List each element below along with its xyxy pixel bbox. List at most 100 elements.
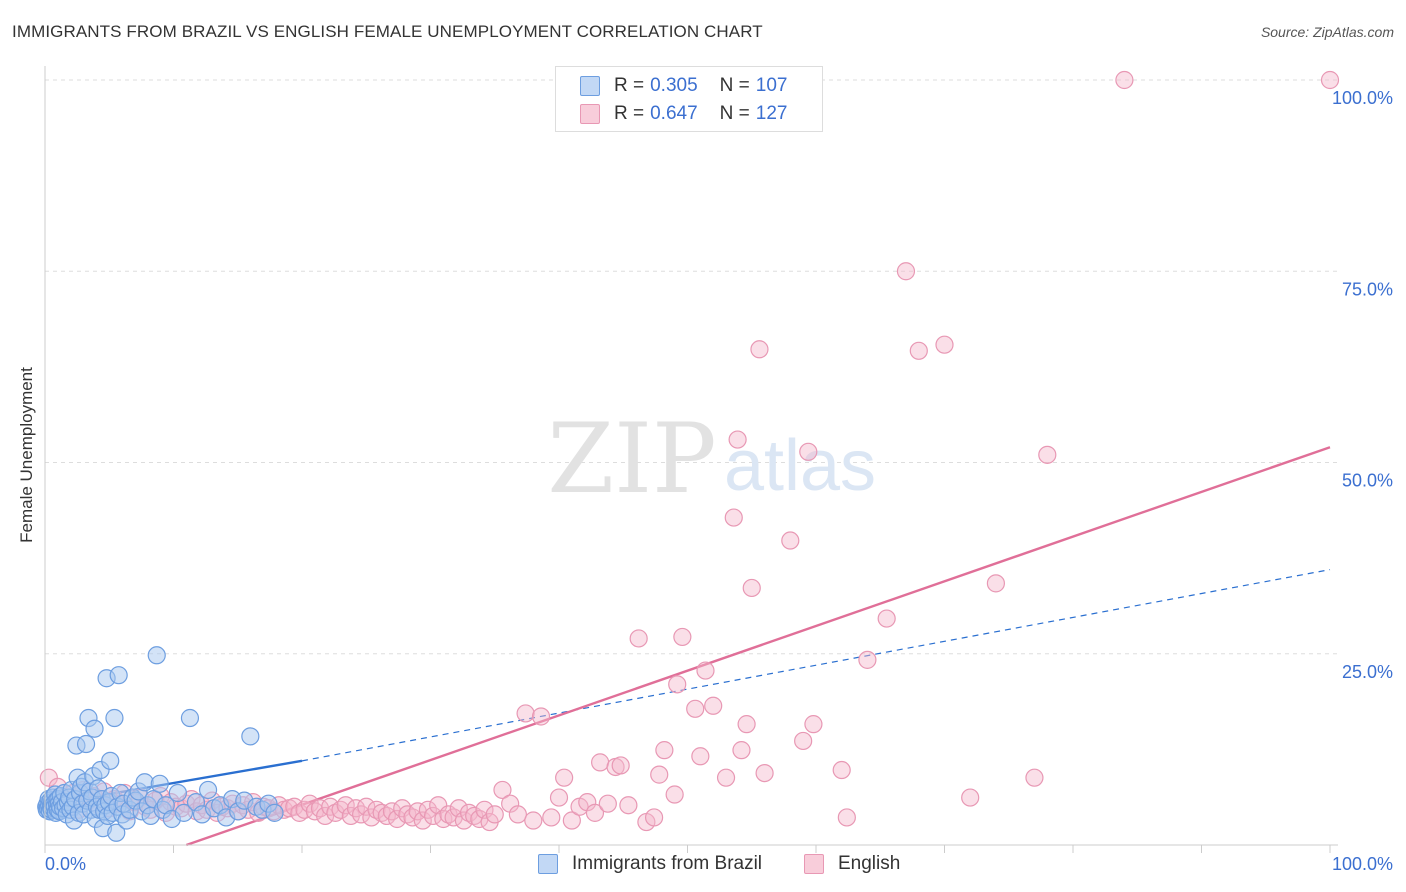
- brazil-point: [107, 823, 126, 842]
- english-point: [524, 811, 543, 830]
- english-point: [896, 262, 916, 281]
- english-point: [398, 805, 417, 824]
- english-point: [549, 788, 569, 807]
- x-tick-label: 100.0%: [1332, 854, 1393, 874]
- english-point: [877, 609, 896, 628]
- legend-row-brazil: R = 0.305 N = 107: [580, 73, 787, 99]
- english-point: [804, 715, 823, 734]
- english-point: [413, 811, 432, 830]
- english-point: [439, 805, 458, 824]
- english-point: [423, 806, 443, 826]
- brazil-point: [85, 719, 104, 738]
- english-point: [794, 731, 813, 751]
- english-point: [737, 715, 756, 734]
- brazil-point: [174, 803, 194, 822]
- english-point: [909, 341, 928, 360]
- english-point: [644, 808, 664, 827]
- english-point: [837, 808, 856, 827]
- x-tick-label: 0.0%: [45, 854, 86, 874]
- english-swatch: [580, 104, 600, 124]
- english-point: [619, 796, 638, 815]
- english-point: [531, 707, 551, 726]
- english-point: [508, 805, 527, 824]
- english-point: [799, 442, 818, 461]
- english-point: [367, 800, 386, 819]
- english-swatch: [804, 854, 824, 874]
- brazil-point: [168, 783, 187, 803]
- n-label: N =: [719, 103, 750, 124]
- brazil-point: [109, 666, 128, 685]
- english-point: [655, 741, 674, 760]
- legend-label: English: [838, 853, 901, 874]
- english-point: [591, 753, 610, 772]
- english-point: [935, 335, 954, 354]
- r-label: R =: [614, 75, 645, 96]
- english-point: [357, 797, 376, 816]
- y-tick-label: 25.0%: [1342, 662, 1393, 682]
- brazil-point: [150, 774, 169, 793]
- brazil-point: [198, 780, 218, 800]
- english-point: [316, 806, 335, 826]
- legend-item-brazil[interactable]: Immigrants from Brazil: [538, 852, 762, 876]
- brazil-point: [147, 646, 166, 665]
- english-point: [686, 699, 705, 718]
- english-point: [629, 629, 648, 648]
- y-tick-label: 50.0%: [1342, 471, 1393, 491]
- english-point: [485, 805, 504, 824]
- english-point: [696, 661, 715, 680]
- english-point: [750, 340, 769, 359]
- y-tick-label: 100.0%: [1332, 88, 1393, 108]
- brazil-point: [105, 708, 124, 728]
- english-point: [465, 806, 484, 826]
- brazil-point: [180, 708, 200, 728]
- english-point: [673, 627, 692, 647]
- english-point: [585, 803, 605, 822]
- english-point: [555, 768, 574, 787]
- english-point: [728, 430, 747, 449]
- axes: [44, 66, 1338, 853]
- r-value: 0.647: [650, 103, 698, 124]
- brazil-point: [101, 751, 120, 770]
- english-point: [562, 811, 581, 830]
- english-point: [1320, 70, 1340, 90]
- english-point: [858, 650, 877, 669]
- brazil-point: [76, 734, 96, 754]
- english-point: [832, 760, 851, 780]
- brazil-points: [37, 646, 284, 842]
- english-point: [755, 763, 774, 783]
- english-point: [387, 809, 407, 829]
- tick-labels: 25.0% 50.0% 75.0% 100.0% 0.0% 100.0%: [45, 88, 1393, 874]
- english-trend-line: [185, 446, 1331, 847]
- brazil-point: [265, 803, 284, 822]
- r-value: 0.305: [650, 75, 698, 96]
- english-point: [716, 768, 736, 787]
- english-point: [1115, 70, 1134, 90]
- english-point: [493, 780, 512, 800]
- watermark: ZIP atlas: [547, 403, 876, 515]
- brazil-point: [241, 727, 260, 746]
- y-tick-label: 75.0%: [1342, 279, 1393, 299]
- english-point: [781, 531, 800, 550]
- english-point: [598, 794, 617, 813]
- english-point: [1025, 768, 1044, 787]
- brazil-trend-dashed: [301, 569, 1331, 762]
- brazil-swatch: [580, 76, 600, 96]
- legend-item-english[interactable]: English: [804, 852, 900, 876]
- english-point: [336, 796, 355, 815]
- n-label: N =: [719, 75, 750, 96]
- english-point: [961, 788, 980, 807]
- n-value: 107: [755, 75, 788, 96]
- english-point: [542, 808, 561, 827]
- english-point: [724, 508, 743, 527]
- n-value: 127: [755, 103, 788, 124]
- english-point: [429, 796, 448, 815]
- english-point: [459, 803, 479, 822]
- english-point: [668, 675, 687, 694]
- english-point: [704, 696, 723, 715]
- brazil-swatch: [538, 854, 558, 874]
- english-point: [986, 574, 1006, 593]
- english-point: [665, 785, 684, 804]
- english-point: [742, 578, 761, 598]
- english-point: [290, 803, 309, 822]
